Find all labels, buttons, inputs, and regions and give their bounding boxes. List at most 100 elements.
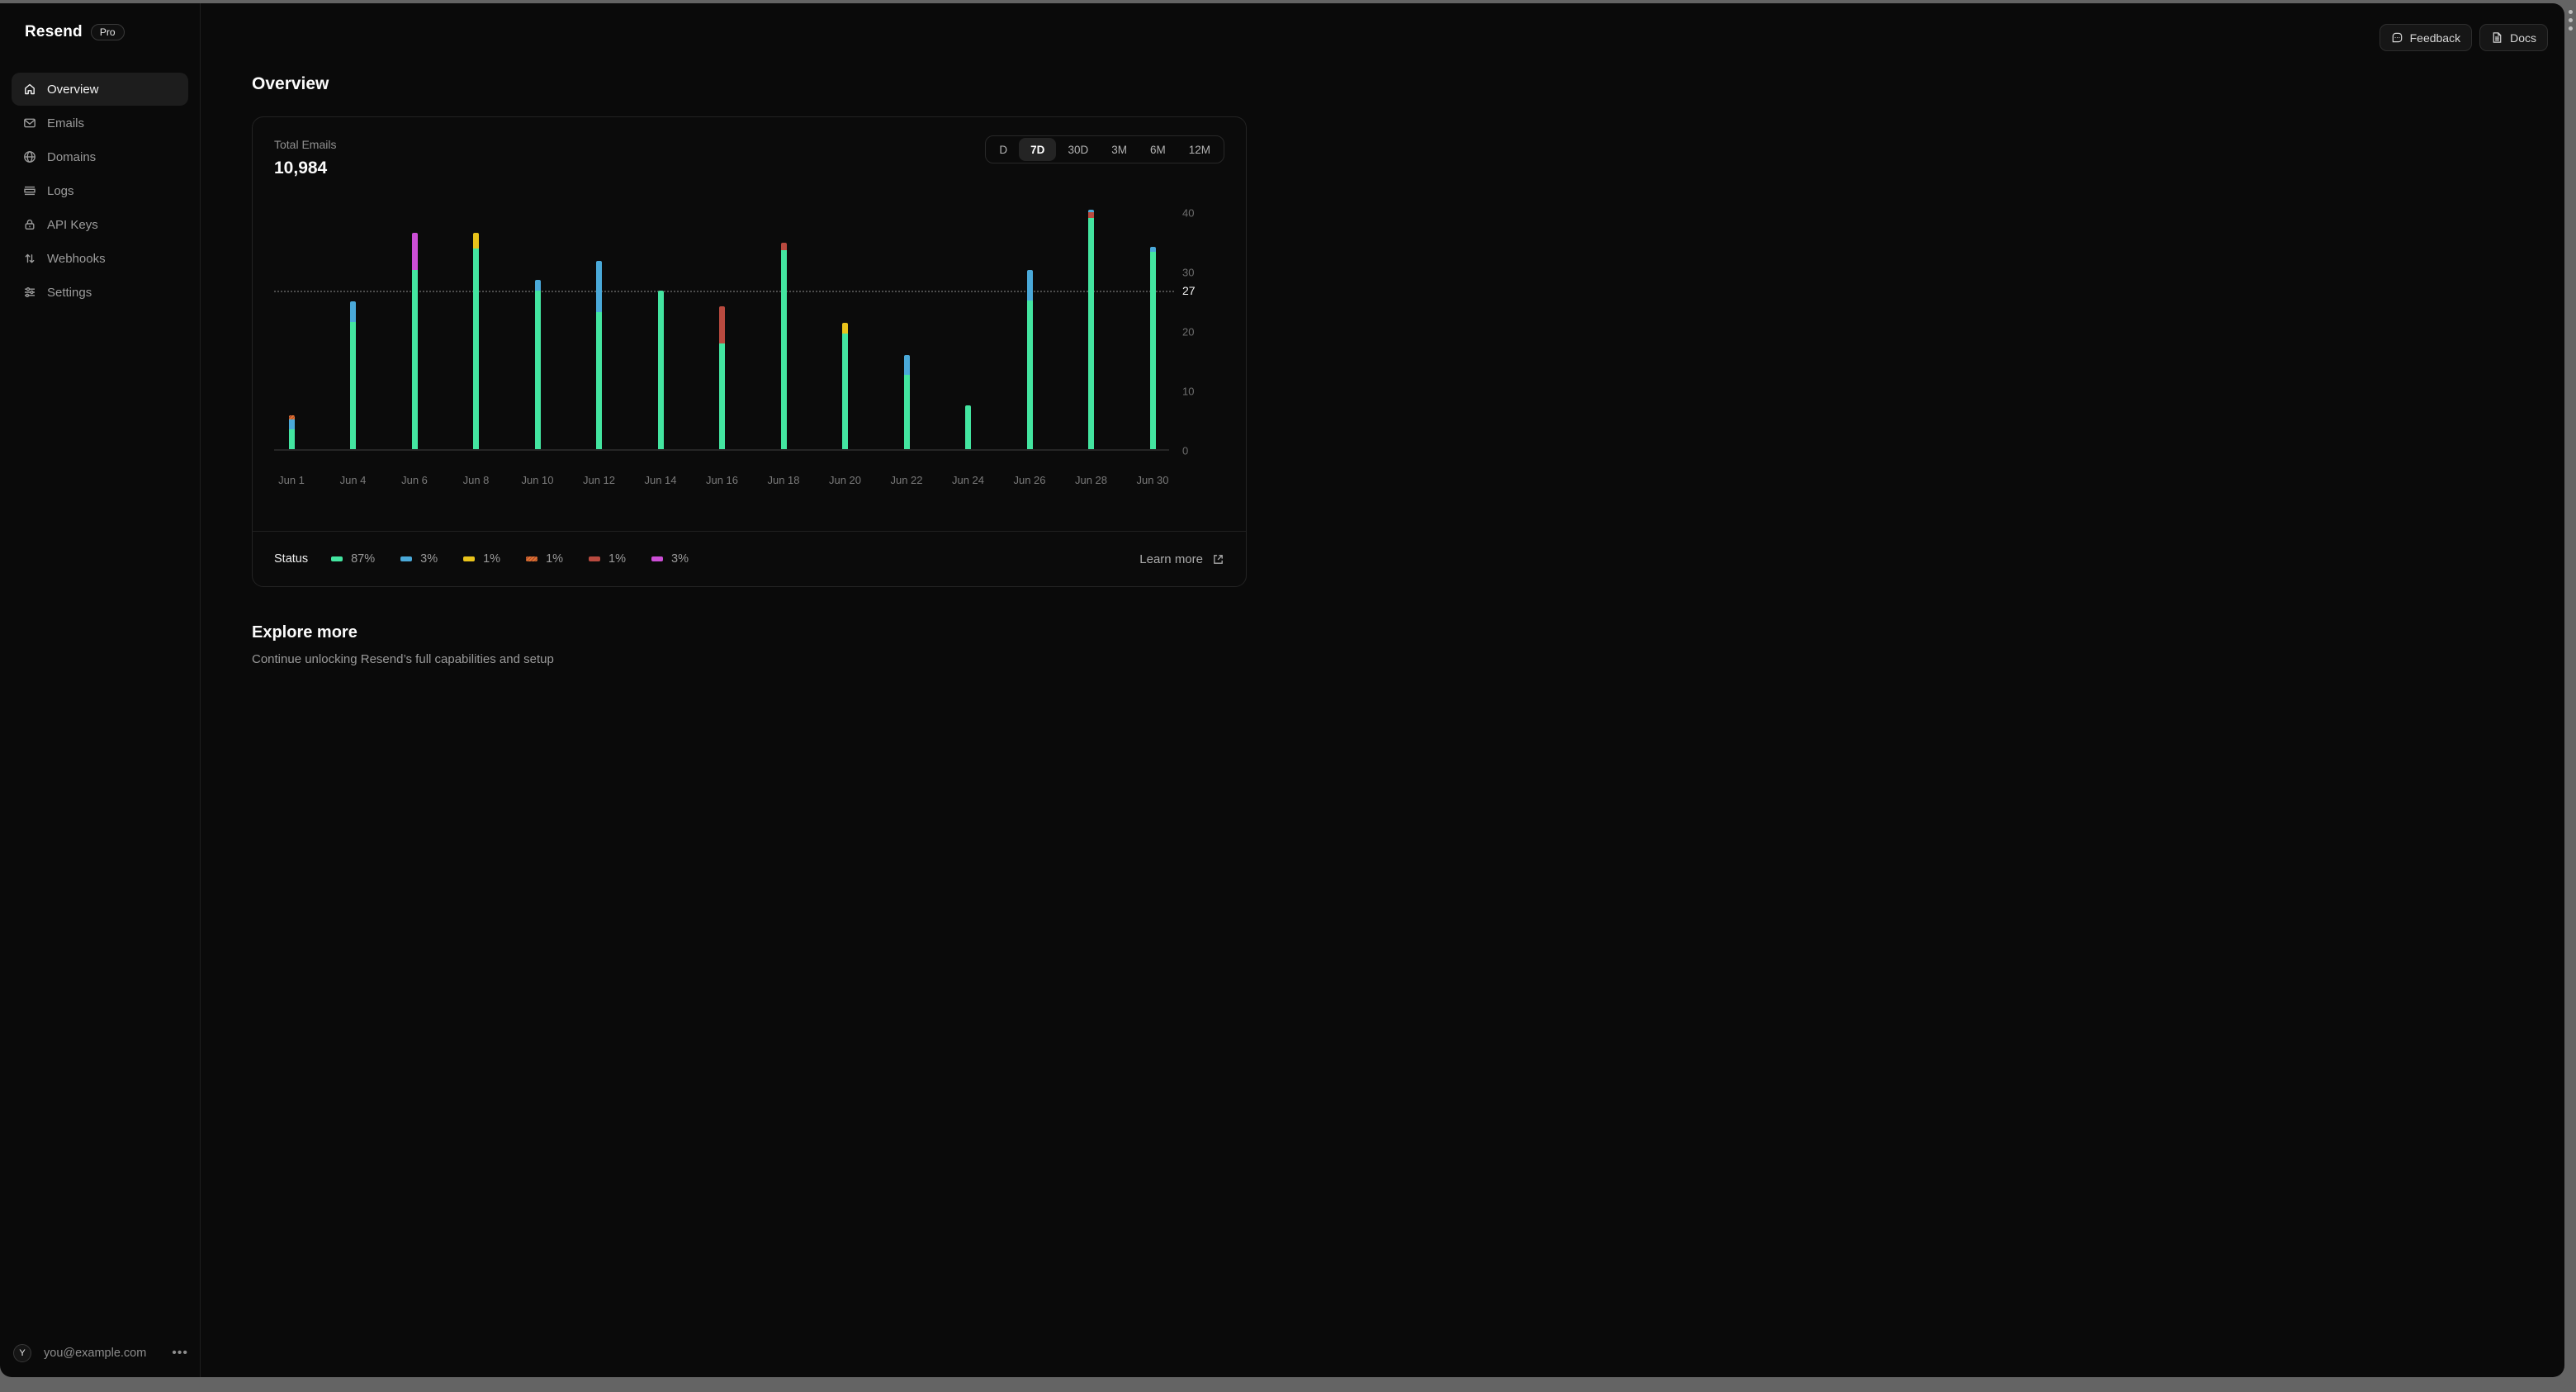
- range-option-30d[interactable]: 30D: [1068, 143, 1089, 156]
- status-legend-title: Status: [274, 552, 309, 566]
- feedback-button[interactable]: Feedback: [2379, 24, 2473, 51]
- bar-segment-complained: [288, 414, 295, 420]
- range-option-d[interactable]: D: [999, 143, 1008, 156]
- bar-segment-bounced: [1088, 212, 1094, 218]
- chart-bar-jun-24[interactable]: [965, 405, 971, 449]
- x-tick-jun-6: Jun 6: [401, 474, 428, 486]
- scroll-indicator-dots: [2567, 10, 2574, 31]
- chart-bar-jun-20[interactable]: [842, 323, 848, 449]
- globe-icon: [23, 150, 36, 163]
- range-option-6m[interactable]: 6M: [1149, 143, 1166, 156]
- bar-segment-delivered: [411, 270, 418, 449]
- page-title: Overview: [252, 74, 329, 93]
- document-icon: [2493, 32, 2502, 43]
- chart-bar-jun-18[interactable]: [780, 243, 787, 449]
- legend-swatch: [331, 556, 343, 561]
- legend-pct: 3%: [671, 552, 689, 566]
- emails-bar-chart: 0 10 20 30 40 27: [274, 207, 1196, 457]
- sidebar-item-domains[interactable]: Domains: [12, 140, 188, 173]
- bar-segment-bounced: [719, 306, 725, 343]
- y-tick-10: 10: [1182, 385, 1195, 398]
- y-tick-30: 30: [1182, 266, 1195, 279]
- bar-segment-delivered: [1026, 301, 1033, 449]
- bar-segment-opened: [1149, 247, 1156, 252]
- x-tick-jun-26: Jun 26: [1013, 474, 1046, 486]
- legend-items: 87% 3% 1% 1% 1% 3%: [331, 552, 714, 566]
- user-email: you@example.com: [44, 1347, 147, 1360]
- legend-item-1: 3%: [400, 552, 438, 566]
- bar-segment-opened: [1088, 209, 1094, 213]
- legend-pct: 1%: [483, 552, 501, 566]
- bar-segment-delivered: [473, 249, 479, 449]
- chart-bar-jun-14[interactable]: [657, 290, 664, 449]
- sliders-icon: [23, 286, 36, 299]
- legend-swatch: [589, 556, 601, 561]
- average-line-label: 27: [1182, 283, 1196, 297]
- arrows-icon: [23, 252, 36, 265]
- user-row[interactable]: Y you@example.com •••: [12, 1344, 192, 1362]
- chart-bar-jun-30[interactable]: [1149, 247, 1156, 449]
- range-option-3m[interactable]: 3M: [1111, 143, 1127, 156]
- range-option-12m[interactable]: 12M: [1188, 143, 1210, 156]
- sidebar-item-overview[interactable]: Overview: [12, 73, 188, 106]
- sidebar-item-logs[interactable]: Logs: [12, 174, 188, 207]
- x-tick-jun-18: Jun 18: [767, 474, 800, 486]
- bar-segment-delivered: [1149, 251, 1156, 449]
- legend-swatch: [651, 556, 664, 561]
- sidebar-nav: Overview Emails Domains Logs API Keys Webhook…: [12, 73, 188, 309]
- chart-bar-jun-1[interactable]: [288, 414, 295, 449]
- app-window: Resend Pro Overview Emails Domains Logs API …: [0, 3, 2564, 1377]
- logs-icon: [23, 184, 36, 197]
- range-option-7d[interactable]: 7D: [1019, 138, 1057, 161]
- card-footer: Status 87% 3% 1% 1% 1% 3% Learn more: [253, 531, 1246, 586]
- average-line: [274, 290, 1174, 292]
- x-tick-jun-10: Jun 10: [521, 474, 554, 486]
- x-tick-jun-14: Jun 14: [644, 474, 677, 486]
- legend-pct: 3%: [420, 552, 438, 566]
- chart-bar-jun-10[interactable]: [534, 279, 541, 449]
- sidebar-item-webhooks[interactable]: Webhooks: [12, 242, 188, 275]
- y-tick-0: 0: [1182, 444, 1189, 457]
- y-tick-20: 20: [1182, 325, 1195, 339]
- plan-badge: Pro: [90, 24, 125, 40]
- explore-more-title: Explore more: [252, 623, 358, 642]
- bar-segment-opened: [596, 260, 602, 312]
- chart-bar-jun-8[interactable]: [473, 232, 479, 449]
- x-tick-jun-28: Jun 28: [1074, 474, 1108, 486]
- bar-segment-delivered: [288, 428, 295, 449]
- learn-more-link[interactable]: Learn more: [1139, 552, 1224, 566]
- x-tick-jun-1: Jun 1: [278, 474, 305, 486]
- bar-segment-delivered: [842, 333, 848, 449]
- status-legend: Status 87% 3% 1% 1% 1% 3%: [274, 552, 714, 566]
- legend-pct: 1%: [608, 552, 627, 566]
- legend-item-5: 3%: [651, 552, 689, 566]
- x-tick-jun-30: Jun 30: [1136, 474, 1169, 486]
- time-range-selector: D 7D 30D 3M 6M 12M: [985, 135, 1224, 163]
- chart-bar-jun-4[interactable]: [350, 301, 356, 449]
- logo-row: Resend Pro: [12, 23, 188, 41]
- chart-bar-jun-12[interactable]: [596, 260, 602, 449]
- bar-segment-bounced: [780, 243, 787, 250]
- legend-item-4: 1%: [589, 552, 626, 566]
- chart-bar-jun-22[interactable]: [903, 355, 910, 449]
- user-menu-ellipsis-icon[interactable]: •••: [172, 1346, 188, 1360]
- chart-bar-jun-28[interactable]: [1088, 209, 1094, 449]
- sidebar-item-api-keys[interactable]: API Keys: [12, 208, 188, 241]
- bar-segment-delivered: [350, 321, 356, 449]
- legend-swatch: [526, 556, 538, 561]
- legend-pct: 87%: [351, 552, 376, 566]
- bar-segment-delivered: [719, 343, 725, 449]
- chart-bar-jun-26[interactable]: [1026, 269, 1033, 449]
- docs-button[interactable]: Docs: [2479, 24, 2548, 51]
- sidebar-item-settings[interactable]: Settings: [12, 276, 188, 309]
- x-tick-jun-22: Jun 22: [890, 474, 923, 486]
- bar-segment-opened: [903, 355, 910, 375]
- chart-bar-jun-16[interactable]: [719, 306, 725, 449]
- feedback-label: Feedback: [2409, 31, 2461, 45]
- sidebar-item-emails[interactable]: Emails: [12, 107, 188, 140]
- chart-x-axis-labels: Jun 1 Jun 4 Jun 6 Jun 8 Jun 10 Jun 12 Jun 14 Ju…: [274, 474, 1169, 490]
- x-tick-jun-4: Jun 4: [339, 474, 367, 486]
- legend-item-3: 1%: [526, 552, 563, 566]
- chart-bar-jun-6[interactable]: [411, 232, 418, 449]
- home-icon: [23, 83, 36, 96]
